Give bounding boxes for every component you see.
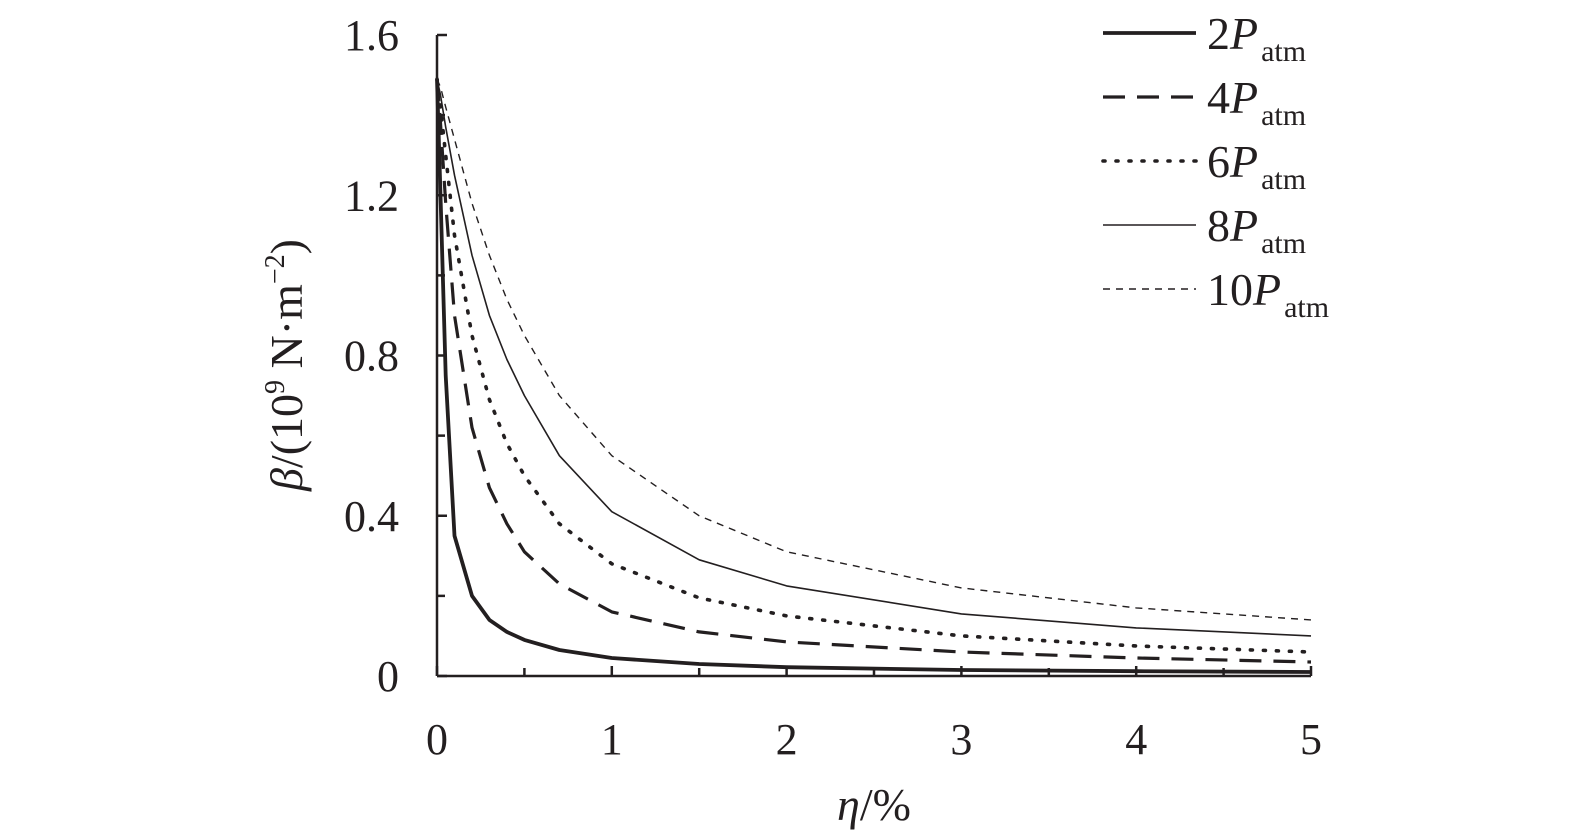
legend-label-symbol: P <box>1229 200 1258 251</box>
x-tick-label: 3 <box>950 715 972 764</box>
y-axis-unit-exponent: 9 <box>260 380 291 394</box>
legend-label-number: 4 <box>1207 72 1230 123</box>
x-tick-label: 5 <box>1300 715 1322 764</box>
y-axis-unit-exponent-2: −2 <box>260 254 291 284</box>
legend-label-symbol: P <box>1229 72 1258 123</box>
series-line-10P-atm <box>436 78 1312 621</box>
y-axis-unit-middle: N·m <box>261 284 312 380</box>
series-line-8P-atm <box>436 78 1312 637</box>
legend-label-number: 2 <box>1207 8 1230 59</box>
x-tick-label: 2 <box>776 715 798 764</box>
legend-label-symbol: P <box>1252 264 1281 315</box>
series-layer <box>435 77 1313 674</box>
legend-label-subscript: atm <box>1261 99 1306 132</box>
y-tick-label: 1.2 <box>344 171 399 220</box>
legend-label-symbol: P <box>1229 136 1258 187</box>
legend-label-subscript: atm <box>1261 227 1306 260</box>
legend-label: 4P atm <box>1207 72 1306 132</box>
x-axis-unit: /% <box>860 779 911 830</box>
y-axis-label: β/(109 N·m−2) <box>260 239 312 492</box>
legend-label: 8P atm <box>1207 200 1306 260</box>
series-line-4P-atm <box>435 78 1312 664</box>
series-line-6P-atm <box>435 77 1313 654</box>
legend-label-subscript: atm <box>1261 163 1306 196</box>
axes <box>435 33 1313 678</box>
x-axis-label: η/% <box>837 779 911 830</box>
y-tick-label: 1.6 <box>344 11 399 60</box>
y-axis-unit-prefix: /(10 <box>261 394 312 468</box>
x-axis-symbol: η <box>837 779 860 830</box>
legend-label-number: 8 <box>1207 200 1230 251</box>
x-tick-label: 1 <box>601 715 623 764</box>
legend-label-number: 10 <box>1207 264 1253 315</box>
x-tick-label: 0 <box>426 715 448 764</box>
legend-label-subscript: atm <box>1261 35 1306 68</box>
x-tick-label: 4 <box>1125 715 1147 764</box>
tick-labels: 0 0.4 0.8 1.2 1.6 0 1 2 3 4 5 <box>344 11 1322 764</box>
legend-label-symbol: P <box>1229 8 1258 59</box>
y-tick-label: 0.4 <box>344 492 399 541</box>
series-line-2P-atm <box>435 79 1312 674</box>
legend-label: 2P atm <box>1207 8 1306 68</box>
y-axis-symbol: β <box>261 468 312 492</box>
y-axis-unit-suffix: ) <box>261 239 312 254</box>
legend-label-number: 6 <box>1207 136 1230 187</box>
y-tick-label: 0 <box>377 652 399 701</box>
legend-label: 10P atm <box>1207 264 1329 324</box>
legend-label: 6P atm <box>1207 136 1306 196</box>
legend-label-subscript: atm <box>1284 291 1329 324</box>
y-tick-label: 0.8 <box>344 332 399 381</box>
